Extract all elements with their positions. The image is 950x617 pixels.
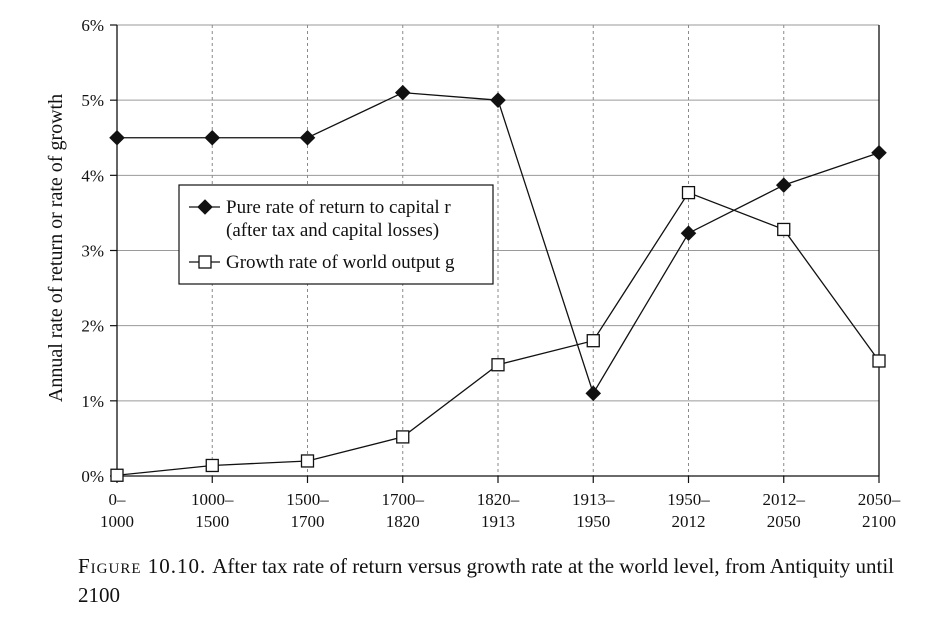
data-point-g [491, 358, 505, 372]
data-point-r [109, 129, 125, 146]
data-point-g [872, 354, 886, 368]
y-tick-label: 3% [81, 242, 104, 261]
data-point-r [204, 129, 221, 146]
legend-marker-g [198, 255, 212, 269]
data-point-r [394, 84, 411, 101]
caption-text: After tax rate of return versus growth r… [78, 554, 894, 607]
data-point-r [871, 145, 887, 161]
legend-label-g: Growth rate of world output g [226, 252, 455, 273]
figure-caption: Figure 10.10. After tax rate of return ve… [78, 552, 898, 610]
data-point-r [680, 225, 697, 241]
x-tick-label: 2100 [862, 512, 896, 531]
data-point-g [777, 222, 791, 237]
legend-label-r-line1: Pure rate of return to capital r [226, 197, 451, 218]
x-tick-label: 2050 [767, 512, 801, 531]
data-point-g [586, 334, 600, 348]
x-tick-label: 1820 [386, 512, 420, 531]
legend-box [178, 184, 494, 285]
figure-label: Figure 10.10. [78, 554, 207, 578]
legend: Pure rate of return to capital r (after … [178, 184, 494, 285]
x-tick-label: 2012– [763, 490, 806, 509]
y-tick-label: 4% [81, 166, 104, 185]
x-tick-label: 2050– [858, 490, 901, 509]
data-point-r [490, 92, 506, 108]
legend-label-r-line2: (after tax and capital losses) [226, 220, 439, 241]
data-point-g [396, 430, 410, 444]
x-tick-label: 1913– [572, 490, 615, 509]
y-tick-label: 1% [81, 392, 104, 411]
data-point-r [585, 385, 602, 402]
tick-labels: 0% 1% 2% 3% 4% 5% 6% 0– 1000 1000– 1500 1500– 1700 17… [81, 16, 900, 531]
y-tick-label: 2% [81, 317, 104, 336]
x-tick-label: 1913 [481, 512, 515, 531]
y-tick-label: 0% [81, 467, 104, 486]
y-axis-label: Annual rate of return or rate of growth [45, 94, 67, 402]
x-tick-label: 0– [109, 490, 127, 509]
legend-marker-r [197, 199, 213, 215]
x-tick-label: 1950 [576, 512, 610, 531]
x-tick-label: 1950– [667, 490, 710, 509]
x-tick-label: 1500 [195, 512, 229, 531]
data-point-g [300, 454, 315, 468]
data-point-r [775, 177, 792, 193]
data-point-g [110, 468, 124, 482]
data-point-g [681, 185, 696, 200]
x-tick-label: 1000 [100, 512, 134, 531]
x-tick-label: 2012 [672, 512, 706, 531]
x-tick-label: 1820– [477, 490, 520, 509]
chart: 0% 1% 2% 3% 4% 5% 6% 0– 1000 1000– 1500 1500– 1700 17… [45, 16, 901, 531]
data-point-g [205, 458, 219, 473]
axes [110, 24, 880, 483]
data-point-r [299, 129, 316, 146]
series-layer [109, 84, 887, 482]
y-tick-label: 5% [81, 91, 104, 110]
x-tick-label: 1700 [291, 512, 325, 531]
x-tick-label: 1000– [191, 490, 234, 509]
x-tick-label: 1700– [382, 490, 425, 509]
x-tick-label: 1500– [286, 490, 329, 509]
y-tick-label: 6% [81, 16, 104, 35]
